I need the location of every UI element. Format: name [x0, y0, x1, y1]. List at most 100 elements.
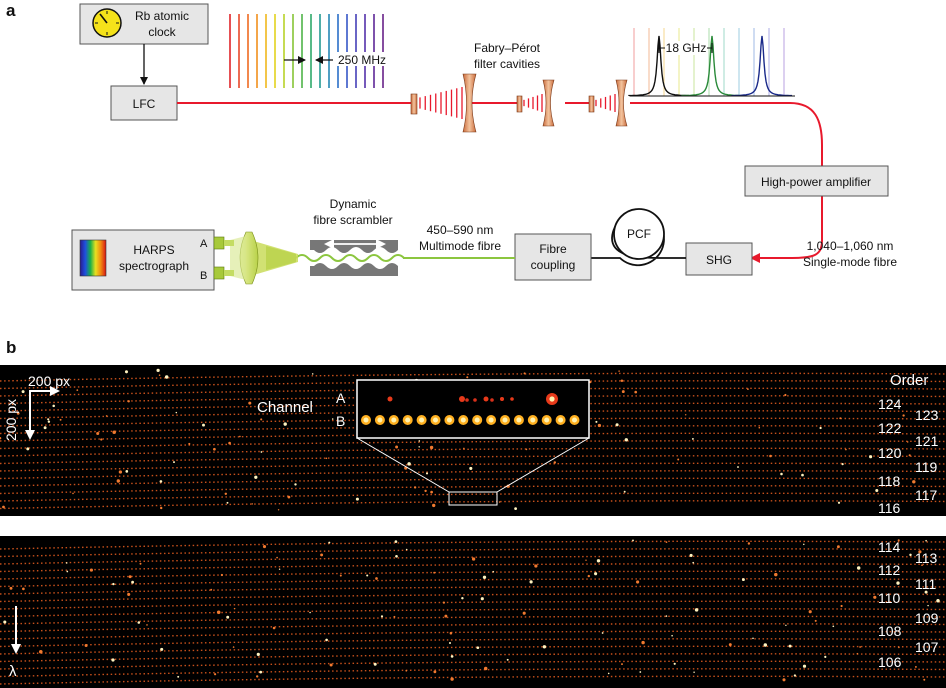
bottom-order-line — [0, 630, 946, 640]
bottom-order-line — [0, 570, 946, 580]
speck — [924, 590, 928, 594]
bottom-order-line — [0, 555, 946, 565]
speck — [283, 422, 287, 426]
speck — [325, 457, 328, 460]
speck — [442, 601, 446, 604]
speck — [156, 368, 160, 373]
top-order-line — [0, 387, 946, 397]
speck — [837, 501, 841, 504]
speck — [216, 610, 221, 615]
speck — [824, 655, 827, 659]
speck — [684, 414, 687, 416]
speck — [856, 566, 861, 570]
speck — [429, 445, 434, 450]
speck — [534, 564, 538, 568]
speck — [125, 470, 129, 473]
scale-bar — [25, 386, 60, 440]
speck — [366, 574, 369, 577]
fp-label-1: Fabry–Pérot — [474, 41, 541, 55]
speck — [418, 440, 421, 442]
speck — [859, 646, 861, 648]
speck — [116, 479, 120, 483]
speck — [840, 604, 843, 608]
speck — [11, 403, 14, 406]
speck — [693, 671, 695, 674]
bottom-order-line — [0, 668, 946, 678]
speck — [925, 539, 927, 542]
speck — [498, 501, 501, 503]
speck — [832, 625, 835, 628]
speck — [105, 415, 108, 417]
order-label-bottom-5: 109 — [915, 610, 939, 626]
speck — [482, 575, 487, 579]
bottom-order-line — [0, 623, 946, 633]
speck — [66, 570, 69, 573]
speck — [432, 503, 436, 508]
speck — [311, 373, 314, 375]
speck — [636, 580, 640, 584]
speck — [393, 615, 396, 618]
order-label-bottom-8: 106 — [878, 654, 902, 670]
scrambler-label-2: fibre scrambler — [313, 213, 392, 227]
speck — [793, 674, 797, 677]
speck — [914, 665, 917, 668]
speck — [758, 426, 761, 429]
speck — [256, 652, 260, 656]
panel-a-label: a — [6, 1, 16, 20]
speck — [339, 574, 342, 577]
filtered-comb — [628, 28, 795, 97]
speck — [741, 578, 745, 582]
speck — [0, 437, 2, 440]
speck — [896, 581, 900, 585]
speck — [173, 461, 175, 464]
speck — [525, 448, 528, 451]
speck — [677, 458, 680, 461]
pcf-label: PCF — [627, 227, 651, 241]
speck — [597, 423, 602, 428]
speck — [96, 431, 100, 436]
channel-a-spot — [465, 398, 469, 402]
speck — [418, 446, 420, 448]
speck — [542, 645, 547, 649]
speck — [634, 390, 638, 394]
amplifier-label: High-power amplifier — [761, 175, 871, 189]
frequency-comb — [229, 14, 384, 88]
speck — [118, 470, 123, 474]
speck — [39, 650, 43, 654]
speck — [845, 448, 847, 451]
harps-channel-a: A — [200, 238, 208, 250]
speck — [909, 553, 912, 557]
speck — [780, 472, 783, 476]
speck — [897, 539, 900, 542]
speck — [100, 438, 103, 441]
beam-to-shg — [750, 195, 823, 263]
speck — [595, 420, 598, 423]
top-order-line — [0, 380, 946, 390]
speck — [449, 631, 453, 635]
speck — [923, 678, 926, 681]
top-order-line — [0, 470, 946, 480]
speck — [124, 370, 129, 374]
fibre-scrambler — [295, 239, 405, 276]
speck — [639, 671, 642, 673]
speck — [607, 672, 610, 675]
speck — [202, 423, 205, 427]
panel-b-label: b — [6, 338, 16, 357]
speck — [449, 642, 451, 644]
speck — [72, 492, 74, 495]
bottom-order-line — [0, 660, 946, 670]
speck — [112, 430, 116, 434]
top-order-line — [0, 425, 946, 435]
speck — [514, 507, 517, 510]
speck — [214, 673, 217, 676]
speck — [450, 655, 454, 658]
speck — [873, 595, 877, 599]
speck — [803, 543, 805, 546]
speck — [671, 634, 673, 637]
order-label-top-3: 121 — [915, 433, 939, 449]
speck — [801, 473, 804, 477]
amplifier-box — [744, 165, 889, 197]
scale-x-label: 200 px — [28, 373, 70, 389]
speck — [665, 615, 668, 617]
